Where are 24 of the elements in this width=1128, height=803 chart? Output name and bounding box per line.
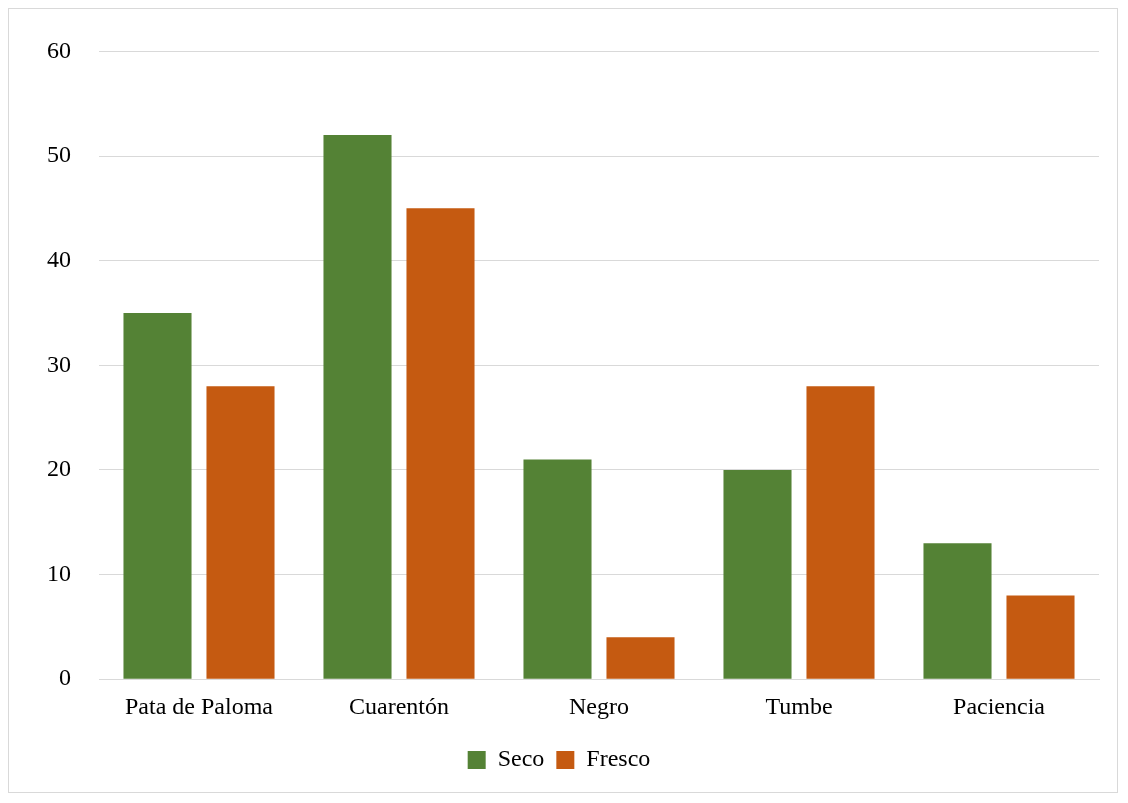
legend-label: Seco bbox=[497, 745, 545, 772]
y-tick-label: 20 bbox=[47, 455, 71, 482]
y-tick-label: 10 bbox=[47, 559, 71, 586]
bar bbox=[606, 637, 675, 679]
bar bbox=[206, 386, 275, 679]
legend-label: Fresco bbox=[586, 745, 651, 772]
bar bbox=[806, 386, 875, 679]
bar bbox=[523, 459, 592, 679]
x-tick-label: Cuarentón bbox=[349, 692, 449, 719]
x-tick-label: Pata de Paloma bbox=[125, 692, 274, 719]
y-tick-label: 40 bbox=[47, 245, 71, 272]
y-tick-label: 60 bbox=[47, 36, 71, 63]
x-tick-label: Paciencia bbox=[953, 692, 1046, 719]
bar bbox=[723, 469, 792, 679]
y-tick-label: 30 bbox=[47, 350, 71, 377]
bar bbox=[923, 543, 992, 679]
x-tick-label: Negro bbox=[569, 692, 629, 719]
bar bbox=[323, 135, 392, 679]
x-tick-label: Tumbe bbox=[765, 692, 833, 719]
bar bbox=[406, 208, 475, 679]
bar bbox=[123, 312, 192, 679]
bar bbox=[1006, 595, 1075, 679]
y-tick-label: 0 bbox=[59, 664, 71, 691]
y-tick-label: 50 bbox=[47, 141, 71, 168]
